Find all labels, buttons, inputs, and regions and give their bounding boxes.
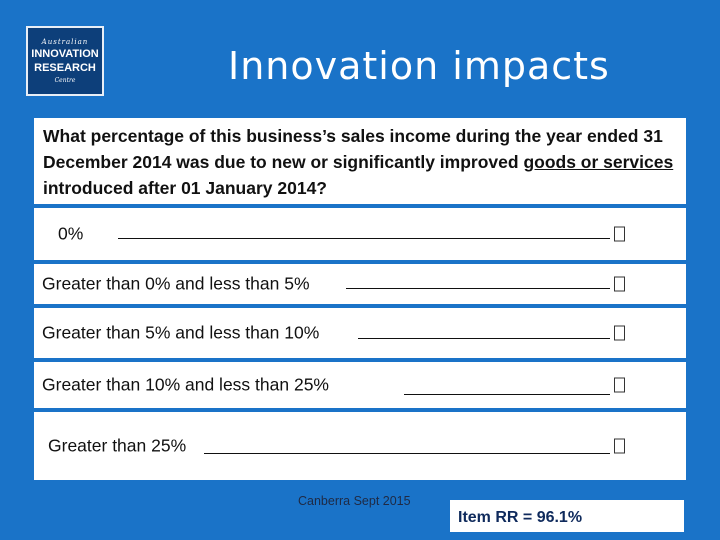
question-text-part-2: introduced after 01 January 2014?	[43, 178, 327, 198]
question-text-part-1: What percentage of this business’s sales…	[43, 126, 663, 172]
option-row-10-to-25: Greater than 10% and less than 25%	[34, 362, 686, 408]
logo-line-1: Australian	[41, 38, 89, 46]
response-rate-box: Item RR = 96.1%	[450, 500, 684, 532]
footer-text: Canberra Sept 2015	[298, 494, 411, 508]
option-label: Greater than 0% and less than 5%	[42, 273, 310, 294]
institution-logo: Australian INNOVATION RESEARCH Centre	[26, 26, 104, 96]
question-underlined-text: goods or services	[523, 152, 674, 172]
checkbox-icon[interactable]	[614, 276, 625, 292]
checkbox-icon[interactable]	[614, 377, 625, 393]
option-label: Greater than 25%	[48, 435, 187, 456]
logo-line-3: Centre	[54, 77, 76, 84]
fill-line	[118, 238, 610, 239]
survey-question: What percentage of this business’s sales…	[34, 118, 686, 204]
option-row-0-to-5: Greater than 0% and less than 5%	[34, 264, 686, 304]
logo-line-2b: RESEARCH	[34, 62, 96, 74]
response-rate-text: Item RR = 96.1%	[458, 509, 583, 526]
checkbox-icon[interactable]	[614, 438, 625, 454]
option-label: Greater than 5% and less than 10%	[42, 322, 320, 343]
option-row-over-25: Greater than 25%	[34, 412, 686, 480]
option-row-0-percent: 0%	[34, 208, 686, 260]
checkbox-icon[interactable]	[614, 226, 625, 242]
logo-line-2a: INNOVATION	[31, 48, 99, 60]
option-row-5-to-10: Greater than 5% and less than 10%	[34, 308, 686, 358]
fill-line	[358, 338, 610, 339]
checkbox-icon[interactable]	[614, 325, 625, 341]
fill-line	[346, 288, 610, 289]
slide-title: Innovation impacts	[228, 44, 610, 88]
option-label: Greater than 10% and less than 25%	[42, 374, 329, 395]
option-label: 0%	[58, 223, 84, 244]
fill-line	[404, 394, 610, 395]
fill-line	[204, 453, 610, 454]
